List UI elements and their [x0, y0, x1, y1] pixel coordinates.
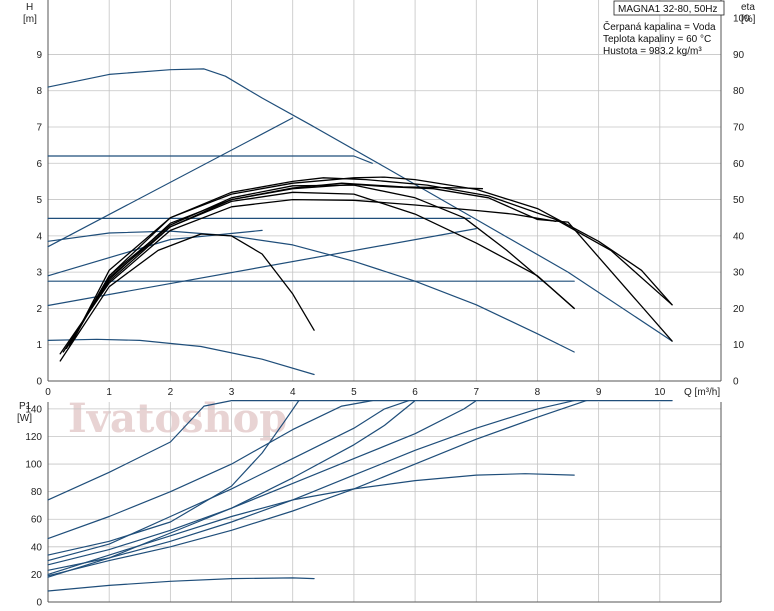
y2-tick-label: 10: [733, 340, 745, 351]
y2-tick-label: 20: [733, 304, 745, 315]
y-tick-label: 9: [36, 50, 42, 61]
head-curve-2: [47, 117, 294, 248]
power-curve-2: [47, 400, 373, 540]
y-tick-label: 6: [36, 159, 42, 170]
y-tick-label: 2: [36, 304, 42, 315]
y2-tick-label: 30: [733, 268, 745, 279]
head-curve-6: [47, 228, 477, 307]
power-curve-3: [47, 400, 300, 556]
title-box: [613, 0, 725, 16]
info-line-fluid: Čerpaná kapalina = Voda: [603, 20, 716, 33]
p1-tick-label: 0: [36, 598, 42, 609]
y2-tick-label: 100: [733, 14, 750, 25]
p1-tick-label: 40: [31, 542, 43, 553]
x-tick-label: 6: [412, 387, 418, 398]
head-curve-8: [47, 230, 575, 353]
head-chart-series: [47, 68, 673, 376]
head-curve-1: [47, 68, 673, 342]
p1-tick-label: 100: [25, 460, 42, 471]
x-tick-label: 0: [45, 387, 51, 398]
info-line-temperature: Teplota kapaliny = 60 °C: [603, 34, 711, 45]
head-curve-10: [68, 176, 673, 348]
x-tick-label: 1: [106, 387, 112, 398]
y2-tick-label: 50: [733, 195, 745, 206]
y2-tick-label: 0: [733, 377, 739, 388]
y-tick-label: 7: [36, 123, 42, 134]
x-tick-label: 8: [535, 387, 541, 398]
y2-tick-label: 40: [733, 231, 745, 242]
power-curve-1: [47, 400, 673, 501]
head-curve-9: [47, 338, 315, 376]
y2-tick-label: 70: [733, 123, 745, 134]
power-chart-series: [47, 400, 673, 592]
y-tick-label: 3: [36, 268, 42, 279]
y2-tick-label: 90: [733, 50, 745, 61]
x-tick-label: 7: [473, 387, 479, 398]
power-curve-9: [47, 473, 575, 576]
head-curve-17: [71, 177, 673, 342]
x-axis-label: Q [m³/h]: [684, 387, 720, 398]
power-chart-grid: [47, 402, 722, 603]
head-curve-3: [47, 155, 373, 164]
y-tick-label: 5: [36, 195, 42, 206]
p1-axis-label-unit: [W]: [17, 413, 32, 424]
x-tick-label: 3: [229, 387, 235, 398]
p1-tick-label: 80: [31, 487, 43, 498]
info-line-density: Hustota = 983.2 kg/m³: [603, 46, 702, 57]
power-curve-7: [47, 400, 588, 577]
head-curve-16: [59, 233, 315, 362]
power-curve-5: [47, 400, 477, 566]
x-tick-label: 9: [596, 387, 602, 398]
head-curve-14: [65, 191, 575, 349]
head-curve-12: [59, 198, 557, 355]
y-axis-label-h: H: [26, 2, 33, 13]
head-chart-grid: [47, 0, 722, 382]
y2-axis-label-eta: eta: [741, 2, 755, 13]
tick-labels: 0 1 2 3 4 5 6 7 8 9 100123456789010203040506070809…: [25, 14, 750, 609]
x-tick-label: 2: [168, 387, 174, 398]
power-curve-10: [47, 577, 315, 592]
y-tick-label: 4: [36, 231, 42, 242]
head-curve-15: [68, 184, 575, 346]
y-tick-label: 0: [36, 377, 42, 388]
y2-axis-label-eta-unit: [%]: [741, 14, 756, 25]
p1-tick-label: 20: [31, 570, 43, 581]
y2-tick-label: 80: [733, 86, 745, 97]
power-curve-8: [47, 400, 416, 578]
p1-axis-label: P1: [19, 401, 32, 412]
y2-tick-label: 60: [733, 159, 745, 170]
x-tick-label: 4: [290, 387, 296, 398]
p1-tick-label: 60: [31, 515, 43, 526]
y-tick-label: 1: [36, 340, 42, 351]
y-axis-label-h-unit: [m]: [23, 14, 37, 25]
power-curve-6: [47, 400, 575, 571]
power-curve-4: [47, 400, 410, 562]
x-tick-label: 5: [351, 387, 357, 398]
y-tick-label: 8: [36, 86, 42, 97]
p1-tick-label: 140: [25, 404, 42, 415]
chart-title: MAGNA1 32-80, 50Hz: [618, 4, 718, 15]
p1-tick-label: 120: [25, 432, 42, 443]
x-tick-label: 10: [654, 387, 666, 398]
head-curve-7: [47, 229, 263, 277]
